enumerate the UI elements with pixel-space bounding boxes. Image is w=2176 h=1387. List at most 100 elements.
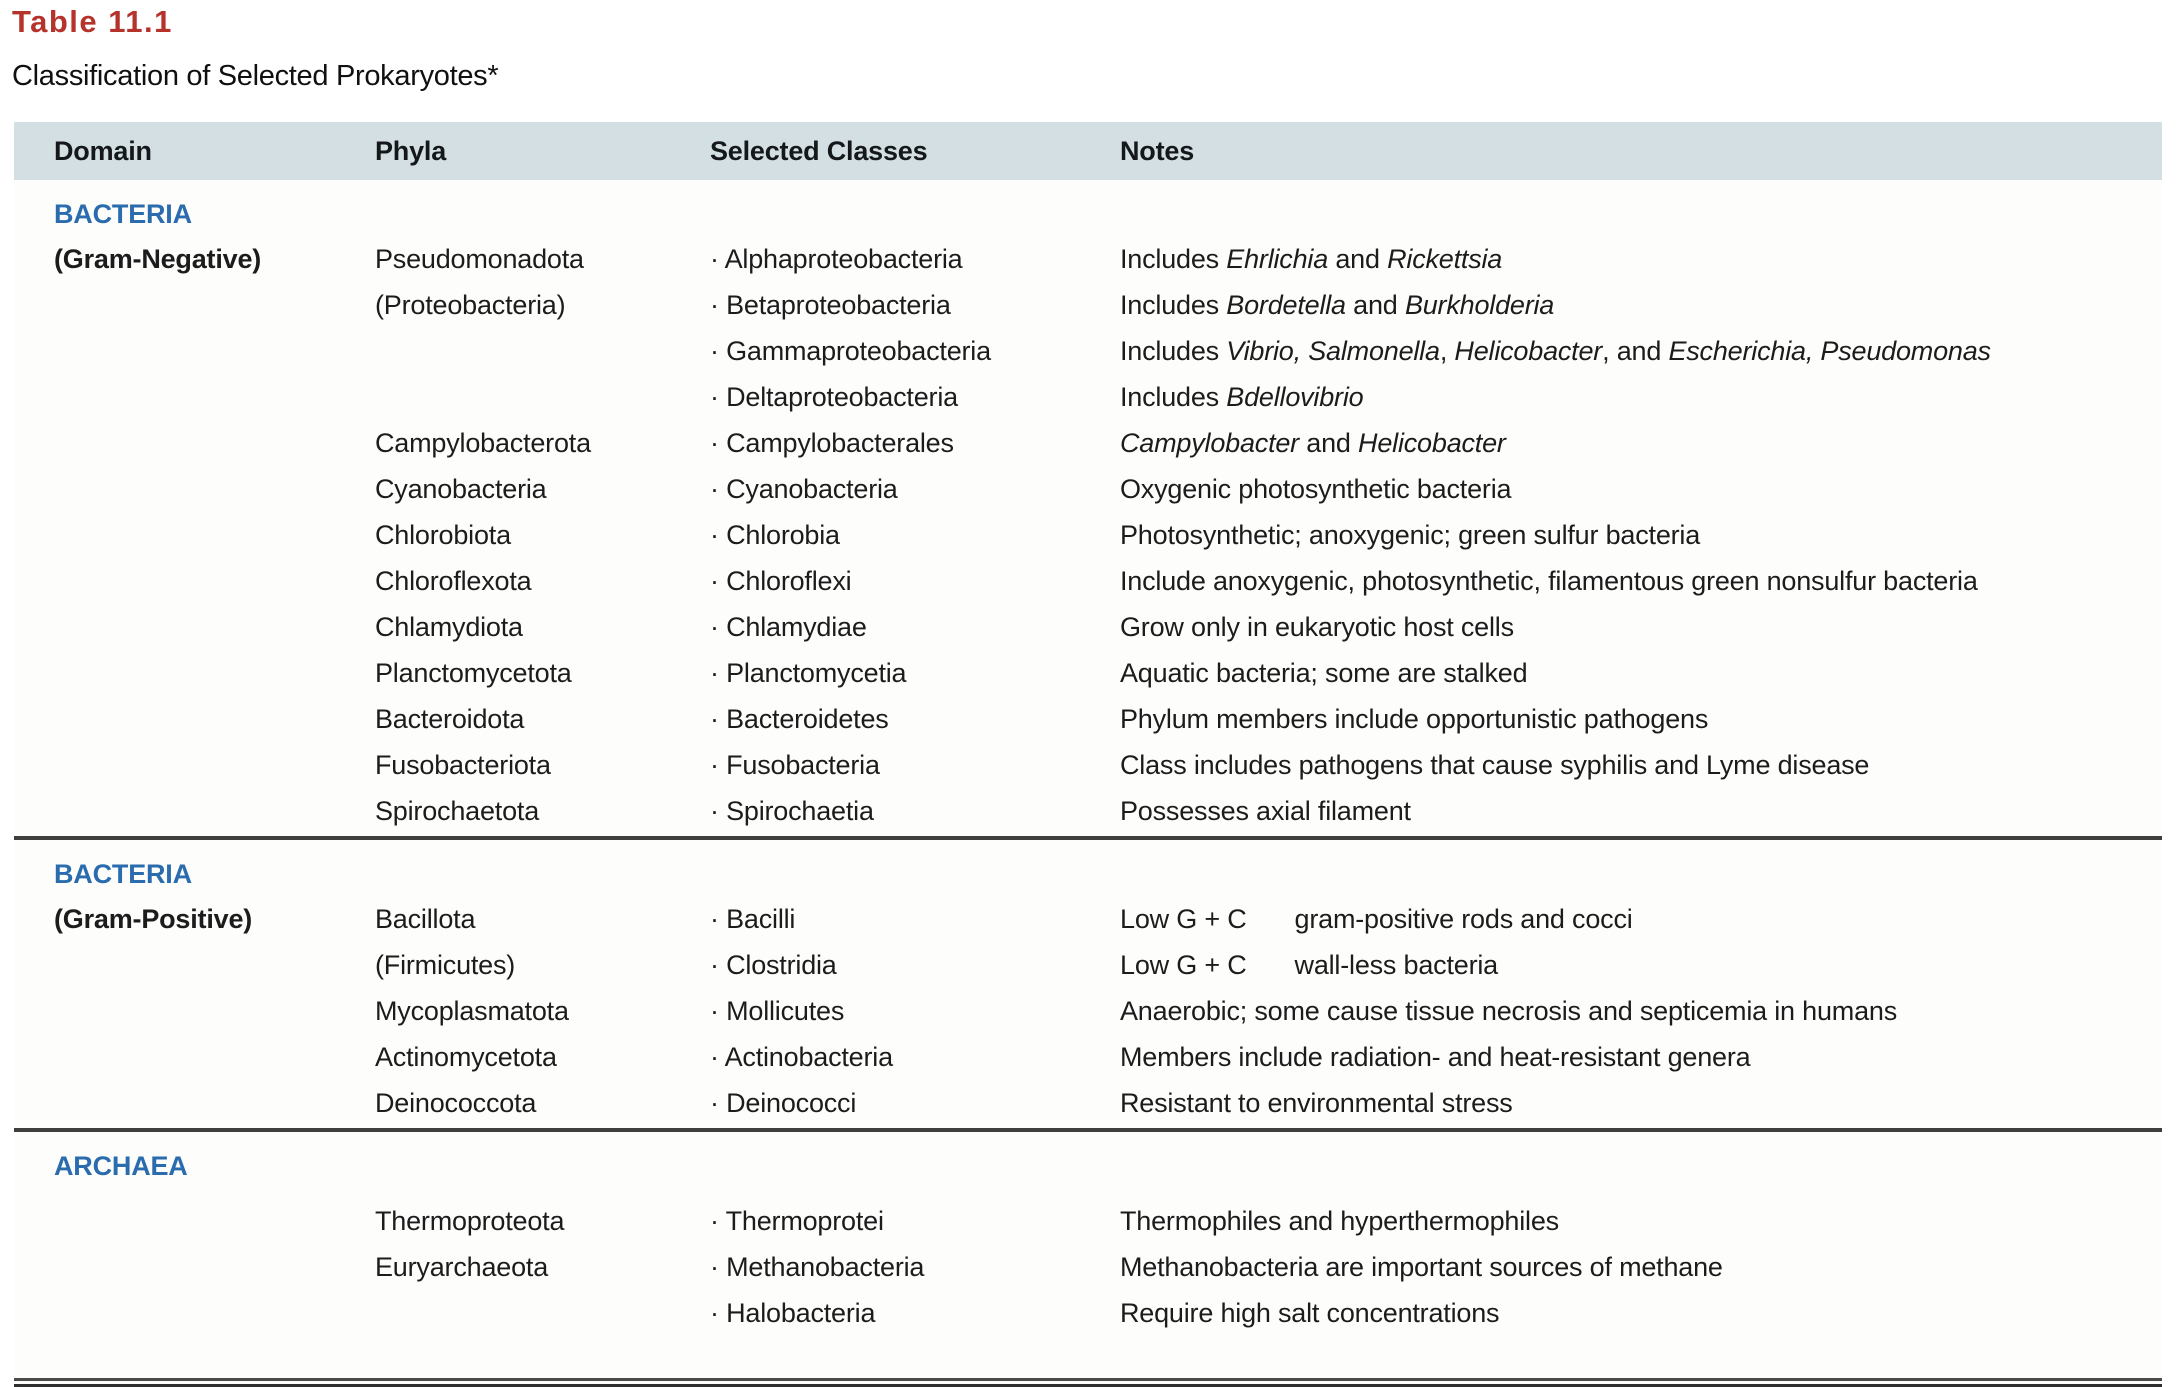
genus-name: Ehrlichia <box>1226 244 1329 274</box>
class-cell: · Bacteroidetes <box>710 704 889 734</box>
phylum-cell <box>375 328 710 374</box>
table-row: (Proteobacteria) · Betaproteobacteria Incl… <box>14 282 2162 328</box>
phylum-cell: (Proteobacteria) <box>375 290 566 320</box>
genus-name: Helicobacter <box>1454 336 1603 366</box>
domain-cell <box>54 742 375 788</box>
table-row: Chlorobiota · Chlorobia Photosynthetic; an… <box>14 512 2162 558</box>
domain-cell <box>54 942 375 988</box>
class-cell: · Campylobacterales <box>710 428 954 458</box>
class-cell: · Deinococci <box>710 1088 857 1118</box>
phylum-cell: Pseudomonadota <box>375 244 584 274</box>
table-row: Cyanobacteria · Cyanobacteria Oxygenic pho… <box>14 466 2162 512</box>
class-cell: · Deltaproteobacteria <box>710 382 958 412</box>
domain-cell <box>54 512 375 558</box>
table-row: Campylobacterota · Campylobacterales Campy… <box>14 420 2162 466</box>
domain-cell <box>54 988 375 1034</box>
note-cell: Resistant to environmental stress <box>1120 1088 1513 1118</box>
phylum-cell: Chlamydiota <box>375 612 523 642</box>
class-cell: · Thermoprotei <box>710 1206 884 1236</box>
domain-cell <box>54 374 375 420</box>
genus-name: Escherichia, Pseudomonas <box>1668 336 1991 366</box>
table-row: Fusobacteriota · Fusobacteria Class includ… <box>14 742 2162 788</box>
genus-name: Campylobacter <box>1120 428 1299 458</box>
table-row: Euryarchaeota · Methanobacteria Methanobac… <box>14 1244 2162 1290</box>
table-row: Deinococcota · Deinococci Resistant to env… <box>14 1080 2162 1126</box>
table-row: · Deltaproteobacteria Includes Bdellovibr… <box>14 374 2162 420</box>
table-row: Actinomycetota · Actinobacteria Members in… <box>14 1034 2162 1080</box>
table-row: · Halobacteria Require high salt concentr… <box>14 1290 2162 1336</box>
note-cell: Class includes pathogens that cause syph… <box>1120 750 1870 780</box>
phylum-cell: Planctomycetota <box>375 658 572 688</box>
phylum-cell: Euryarchaeota <box>375 1252 549 1282</box>
class-cell: · Mollicutes <box>710 996 845 1026</box>
table-section-archaea: ARCHAEA Thermoproteota · Thermoprotei Therm… <box>14 1128 2162 1358</box>
table-row: Bacteroidota · Bacteroidetes Phylum member… <box>14 696 2162 742</box>
phylum-cell: Bacteroidota <box>375 704 525 734</box>
table-row: (Gram-Negative) Pseudomonadota · Alphaprot… <box>14 236 2162 282</box>
class-cell: · Chlorobia <box>710 520 840 550</box>
note-cell: Include anoxygenic, photosynthetic, fila… <box>1120 566 1978 596</box>
phylum-cell: Mycoplasmatota <box>375 996 569 1026</box>
note-cell: Require high salt concentrations <box>1120 1298 1500 1328</box>
phylum-cell: Bacillota <box>375 904 476 934</box>
class-cell: · Spirochaetia <box>710 796 874 826</box>
table-body: BACTERIA (Gram-Negative) Pseudomonadota · A… <box>14 192 2162 1358</box>
table-row: Thermoproteota · Thermoprotei Thermophiles… <box>14 1198 2162 1244</box>
table-row: Planctomycetota · Planctomycetia Aquatic b… <box>14 650 2162 696</box>
phylum-cell: Deinococcota <box>375 1088 537 1118</box>
domain-cell <box>54 696 375 742</box>
note-cell: Thermophiles and hyperthermophiles <box>1120 1206 1559 1236</box>
note-cell: Phylum members include opportunistic pat… <box>1120 704 1709 734</box>
domain-cell <box>54 1290 375 1336</box>
section-label: BACTERIA <box>54 859 192 889</box>
phylum-cell: Chloroflexota <box>375 566 532 596</box>
table-row: (Gram-Positive) Bacillota · Bacilli Low G +… <box>14 896 2162 942</box>
table-title: Table 11.1 <box>12 4 173 39</box>
class-cell: · Betaproteobacteria <box>710 290 951 320</box>
class-cell: · Bacilli <box>710 904 796 934</box>
section-label: ARCHAEA <box>54 1151 188 1181</box>
col-header-selected-classes: Selected Classes <box>710 136 928 166</box>
table-header-row: Domain Phyla Selected Classes Notes <box>14 122 2162 180</box>
phylum-cell: Cyanobacteria <box>375 474 547 504</box>
genus-name: Helicobacter <box>1358 428 1506 458</box>
phylum-cell: Chlorobiota <box>375 520 511 550</box>
genus-name: Burkholderia <box>1404 290 1555 320</box>
note-cell: Photosynthetic; anoxygenic; green sulfur… <box>1120 520 1701 550</box>
note-cell: Anaerobic; some cause tissue necrosis an… <box>1120 996 1898 1026</box>
domain-cell <box>54 650 375 696</box>
genus-name: Vibrio, Salmonella <box>1226 336 1440 366</box>
class-cell: · Chlamydiae <box>710 612 867 642</box>
note-cell: Methanobacteria are important sources of… <box>1120 1252 1723 1282</box>
note-cell: Includes Vibrio, Salmonella, Helicobacte… <box>1120 336 1991 366</box>
genus-name: Rickettsia <box>1387 244 1503 274</box>
phylum-cell <box>375 374 710 420</box>
note-cell: Includes Ehrlichia and Rickettsia <box>1120 244 1503 274</box>
domain-cell <box>54 604 375 650</box>
domain-cell: (Gram-Positive) <box>54 904 253 934</box>
class-cell: · Fusobacteria <box>710 750 880 780</box>
genus-name: Bdellovibrio <box>1226 382 1364 412</box>
phylum-cell: Spirochaetota <box>375 796 540 826</box>
class-cell: · Cyanobacteria <box>710 474 898 504</box>
col-header-notes: Notes <box>1120 136 1195 166</box>
class-cell: · Planctomycetia <box>710 658 907 688</box>
classification-table: Domain Phyla Selected Classes Notes BACT… <box>14 122 2162 1387</box>
note-cell: Aquatic bacteria; some are stalked <box>1120 658 1528 688</box>
class-cell: · Methanobacteria <box>710 1252 925 1282</box>
phylum-cell: Campylobacterota <box>375 428 591 458</box>
table-row: · Gammaproteobacteria Includes Vibrio, Sa… <box>14 328 2162 374</box>
note-cell: Grow only in eukaryotic host cells <box>1120 612 1514 642</box>
table-bottom-rule <box>14 1378 2162 1387</box>
domain-cell <box>54 466 375 512</box>
domain-cell: (Gram-Negative) <box>54 244 262 274</box>
class-cell: · Gammaproteobacteria <box>710 336 991 366</box>
table-section-bacteria: BACTERIA (Gram-Negative) Pseudomonadota · A… <box>14 192 2162 836</box>
table-subtitle: Classification of Selected Prokaryotes* <box>12 60 499 92</box>
phylum-cell: Actinomycetota <box>375 1042 557 1072</box>
domain-cell <box>54 558 375 604</box>
phylum-cell: (Firmicutes) <box>375 950 516 980</box>
